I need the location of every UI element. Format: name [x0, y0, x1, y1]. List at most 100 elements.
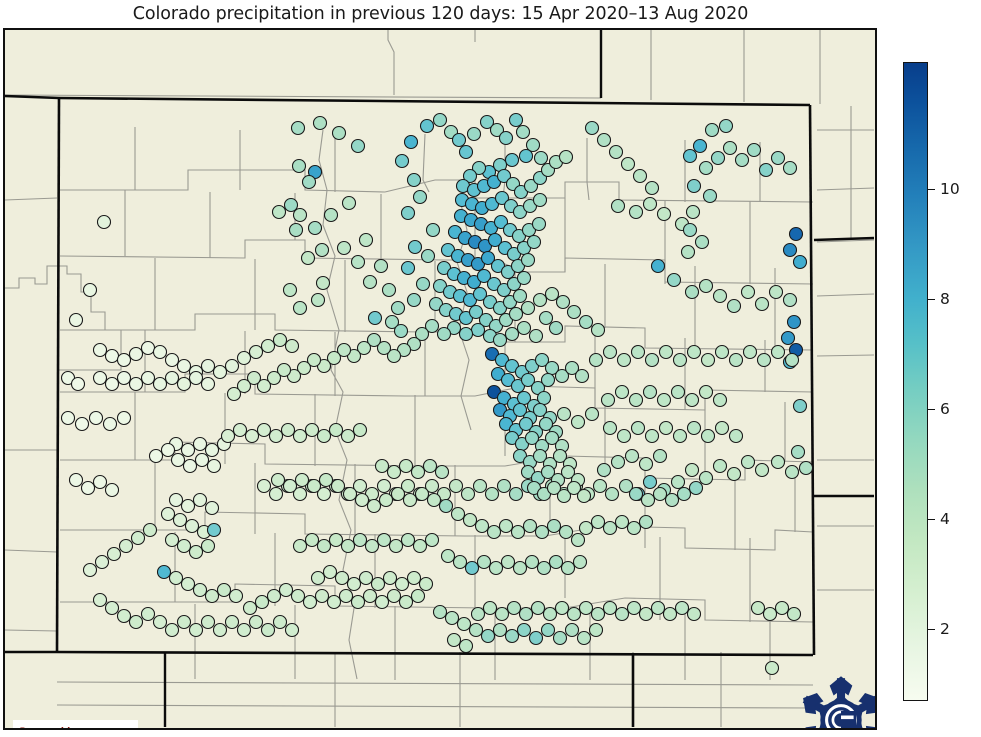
precip-station-marker[interactable]	[650, 258, 666, 274]
precip-station-marker[interactable]	[540, 622, 556, 638]
precip-station-marker[interactable]	[172, 512, 188, 528]
precip-station-marker[interactable]	[444, 610, 460, 626]
precip-station-marker[interactable]	[102, 416, 118, 432]
precip-station-marker[interactable]	[638, 456, 654, 472]
precip-station-marker[interactable]	[700, 352, 716, 368]
precip-station-marker[interactable]	[180, 498, 196, 514]
precip-station-marker[interactable]	[525, 137, 541, 153]
precip-station-marker[interactable]	[362, 274, 378, 290]
precip-station-marker[interactable]	[164, 622, 180, 638]
precip-station-marker[interactable]	[425, 222, 441, 238]
precip-station-marker[interactable]	[602, 344, 618, 360]
precip-station-marker[interactable]	[531, 216, 547, 232]
precip-station-marker[interactable]	[92, 370, 108, 386]
precip-station-marker[interactable]	[592, 478, 608, 494]
precip-station-marker[interactable]	[403, 134, 419, 150]
precip-station-marker[interactable]	[658, 420, 674, 436]
precip-station-marker[interactable]	[314, 588, 330, 604]
precip-station-marker[interactable]	[552, 448, 568, 464]
precip-station-marker[interactable]	[268, 486, 284, 502]
precip-station-marker[interactable]	[374, 594, 390, 610]
precip-station-marker[interactable]	[746, 142, 762, 158]
precip-station-marker[interactable]	[658, 344, 674, 360]
precip-station-marker[interactable]	[92, 342, 108, 358]
map-canvas[interactable]: Powered by ACIS Regional Climate Centers	[3, 28, 877, 730]
precip-station-marker[interactable]	[528, 630, 544, 646]
precip-station-marker[interactable]	[564, 622, 580, 638]
precip-station-marker[interactable]	[393, 323, 409, 339]
precip-station-marker[interactable]	[496, 168, 512, 184]
precip-station-marker[interactable]	[784, 352, 800, 368]
precip-station-marker[interactable]	[672, 352, 688, 368]
precip-station-marker[interactable]	[480, 250, 496, 266]
precip-station-marker[interactable]	[82, 282, 98, 298]
precip-station-marker[interactable]	[534, 524, 550, 540]
precip-station-marker[interactable]	[494, 606, 510, 622]
precip-station-marker[interactable]	[684, 392, 700, 408]
precip-station-marker[interactable]	[638, 514, 654, 530]
precip-station-marker[interactable]	[160, 442, 176, 458]
precip-station-marker[interactable]	[506, 600, 522, 616]
precip-station-marker[interactable]	[180, 442, 196, 458]
precip-station-marker[interactable]	[104, 600, 120, 616]
precip-station-marker[interactable]	[336, 342, 352, 358]
precip-station-marker[interactable]	[414, 326, 430, 342]
precip-station-marker[interactable]	[128, 376, 144, 392]
precip-station-marker[interactable]	[424, 318, 440, 334]
precip-station-marker[interactable]	[331, 125, 347, 141]
precip-station-marker[interactable]	[410, 464, 426, 480]
precip-station-marker[interactable]	[566, 304, 582, 320]
precip-station-marker[interactable]	[236, 350, 252, 366]
precip-station-marker[interactable]	[168, 570, 184, 586]
precip-station-marker[interactable]	[754, 296, 770, 312]
precip-station-marker[interactable]	[602, 420, 618, 436]
precip-station-marker[interactable]	[712, 392, 728, 408]
precip-station-marker[interactable]	[388, 538, 404, 554]
precip-station-marker[interactable]	[176, 358, 192, 374]
precip-station-marker[interactable]	[350, 138, 366, 154]
precip-station-marker[interactable]	[680, 244, 696, 260]
precip-station-marker[interactable]	[476, 554, 492, 570]
precip-station-marker[interactable]	[204, 500, 220, 516]
precip-station-marker[interactable]	[92, 474, 108, 490]
precip-station-marker[interactable]	[341, 195, 357, 211]
precip-station-marker[interactable]	[104, 482, 120, 498]
precip-station-marker[interactable]	[434, 464, 450, 480]
precip-station-marker[interactable]	[471, 160, 487, 176]
precip-station-marker[interactable]	[226, 386, 242, 402]
precip-station-marker[interactable]	[382, 570, 398, 586]
precip-station-marker[interactable]	[576, 630, 592, 646]
precip-station-marker[interactable]	[566, 480, 582, 496]
precip-station-marker[interactable]	[782, 292, 798, 308]
precip-station-marker[interactable]	[768, 284, 784, 300]
precip-station-marker[interactable]	[556, 406, 572, 422]
precip-station-marker[interactable]	[464, 560, 480, 576]
precip-station-marker[interactable]	[300, 250, 316, 266]
precip-station-marker[interactable]	[292, 300, 308, 316]
precip-station-marker[interactable]	[358, 570, 374, 586]
precip-station-marker[interactable]	[188, 622, 204, 638]
precip-station-marker[interactable]	[232, 422, 248, 438]
precip-station-marker[interactable]	[70, 376, 86, 392]
precip-station-marker[interactable]	[474, 518, 490, 534]
precip-station-marker[interactable]	[590, 606, 606, 622]
precip-station-marker[interactable]	[500, 554, 516, 570]
precip-station-marker[interactable]	[272, 614, 288, 630]
precip-station-marker[interactable]	[532, 292, 548, 308]
precip-station-marker[interactable]	[384, 314, 400, 330]
precip-station-marker[interactable]	[328, 422, 344, 438]
precip-station-marker[interactable]	[200, 614, 216, 630]
precip-station-marker[interactable]	[328, 532, 344, 548]
precip-station-marker[interactable]	[578, 600, 594, 616]
precip-station-marker[interactable]	[224, 358, 240, 374]
precip-station-marker[interactable]	[742, 344, 758, 360]
precip-station-marker[interactable]	[256, 422, 272, 438]
precip-station-marker[interactable]	[508, 112, 524, 128]
precip-station-marker[interactable]	[614, 514, 630, 530]
precip-station-marker[interactable]	[685, 204, 701, 220]
precip-station-marker[interactable]	[700, 428, 716, 444]
precip-station-marker[interactable]	[516, 270, 532, 286]
precip-station-marker[interactable]	[518, 416, 534, 432]
precip-station-marker[interactable]	[604, 486, 620, 502]
precip-station-marker[interactable]	[544, 430, 560, 446]
